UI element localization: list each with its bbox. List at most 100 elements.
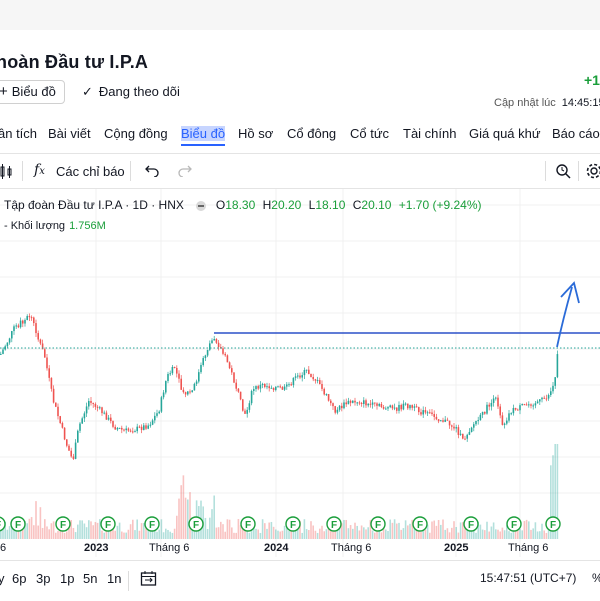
volume-bar (77, 525, 79, 539)
undo-icon[interactable] (145, 165, 159, 177)
volume-bar (84, 524, 86, 539)
volume-bar (363, 527, 365, 539)
follow-button[interactable]: ✓Đang theo dõi (82, 81, 180, 103)
tab-profile[interactable]: Hồ sơ (238, 126, 273, 141)
low-value: 18.10 (315, 198, 345, 212)
candle (125, 429, 127, 431)
range-button[interactable]: 1n (107, 571, 121, 586)
candle (229, 362, 231, 368)
tab-articles[interactable]: Bài viết (48, 126, 91, 141)
clock[interactable]: 15:47:51 (UTC+7) (480, 571, 576, 585)
calendar-range-icon[interactable] (140, 570, 158, 588)
candle (453, 427, 455, 429)
quick-search-icon[interactable] (554, 162, 572, 180)
range-button[interactable]: 3p (36, 571, 50, 586)
volume-bar (92, 525, 94, 539)
candle (238, 389, 240, 392)
range-button[interactable]: 6p (12, 571, 26, 586)
volume-value: 1.756M (69, 220, 106, 232)
volume-bar (394, 519, 396, 539)
volume-bar (482, 530, 484, 539)
percent-toggle[interactable]: % (592, 571, 600, 585)
candle (75, 443, 77, 459)
candle (378, 404, 380, 406)
candle (29, 316, 31, 317)
range-button[interactable]: 5n (83, 571, 97, 586)
open-label: O (216, 198, 225, 212)
candle (66, 439, 68, 445)
candle (319, 380, 321, 384)
tab-chart[interactable]: Biểu đồ (181, 126, 225, 141)
gear-icon[interactable] (585, 162, 600, 180)
candle (231, 368, 233, 372)
tab-dividends[interactable]: Cổ tức (350, 126, 389, 141)
tab-financials[interactable]: Tài chính (403, 126, 456, 141)
volume-bar (381, 532, 383, 539)
redo-icon[interactable] (178, 165, 192, 177)
volume-bar (548, 530, 550, 539)
candle (504, 424, 506, 425)
collapse-icon[interactable] (196, 201, 206, 211)
candle (222, 348, 224, 354)
range-button[interactable]: y (0, 571, 5, 586)
tab-reports[interactable]: Báo cáo (552, 126, 600, 141)
volume-bar (343, 520, 345, 539)
high-value: 20.20 (271, 198, 301, 212)
volume-bar (541, 524, 543, 539)
indicators-button[interactable]: Các chỉ báo (56, 164, 125, 179)
candle (495, 398, 497, 399)
candle (546, 398, 548, 399)
price-chart[interactable]: FFFFFFFFFFFFFF (0, 189, 600, 557)
candle (374, 403, 376, 404)
add-chart-button[interactable]: +Biểu đồ (0, 80, 65, 104)
candle (396, 408, 398, 411)
volume-bar (31, 517, 33, 539)
dividend-f-icon: F (105, 520, 111, 531)
volume-bar (29, 519, 31, 539)
volume-bar (143, 523, 145, 539)
volume-bar (35, 501, 37, 539)
candle (174, 367, 176, 368)
tab-price-history[interactable]: Giá quá khứ (469, 126, 541, 141)
dividend-marker: F (11, 517, 25, 531)
candle (97, 407, 99, 408)
candle (86, 406, 88, 413)
candle (218, 343, 220, 347)
volume-bar (301, 533, 303, 539)
candle (400, 405, 402, 409)
candle (306, 370, 308, 371)
candle (288, 384, 290, 385)
candle (524, 404, 526, 405)
candles-icon[interactable] (0, 164, 12, 180)
candle (121, 428, 123, 430)
candle (40, 340, 42, 344)
volume-bar (167, 530, 169, 539)
volume-bar (139, 531, 141, 539)
candle (317, 380, 319, 381)
updated-label: Cập nhật lúc (494, 97, 556, 109)
candle (499, 406, 501, 415)
volume-bar (484, 530, 486, 539)
volume-bar (486, 522, 488, 539)
high-label: H (263, 198, 272, 212)
range-button[interactable]: 1p (60, 571, 74, 586)
candle (95, 404, 97, 407)
volume-bar (284, 526, 286, 539)
candle (376, 403, 378, 405)
volume-bar (356, 526, 358, 539)
volume-bar (495, 529, 497, 539)
candle (521, 404, 523, 405)
volume-bar (158, 530, 160, 539)
candle (55, 403, 57, 407)
tab-community[interactable]: Cộng đồng (104, 126, 168, 141)
candle (352, 401, 354, 403)
tab-shareholders[interactable]: Cổ đông (287, 126, 336, 141)
open-value: 18.30 (225, 198, 255, 212)
tab-analysis[interactable]: ân tích (0, 126, 37, 141)
toolbar-separator (130, 161, 131, 181)
volume-bar (53, 521, 55, 539)
volume-bar (361, 525, 363, 539)
volume-bar (13, 530, 15, 539)
fx-icon[interactable]: fx (34, 162, 45, 178)
candle (180, 379, 182, 390)
